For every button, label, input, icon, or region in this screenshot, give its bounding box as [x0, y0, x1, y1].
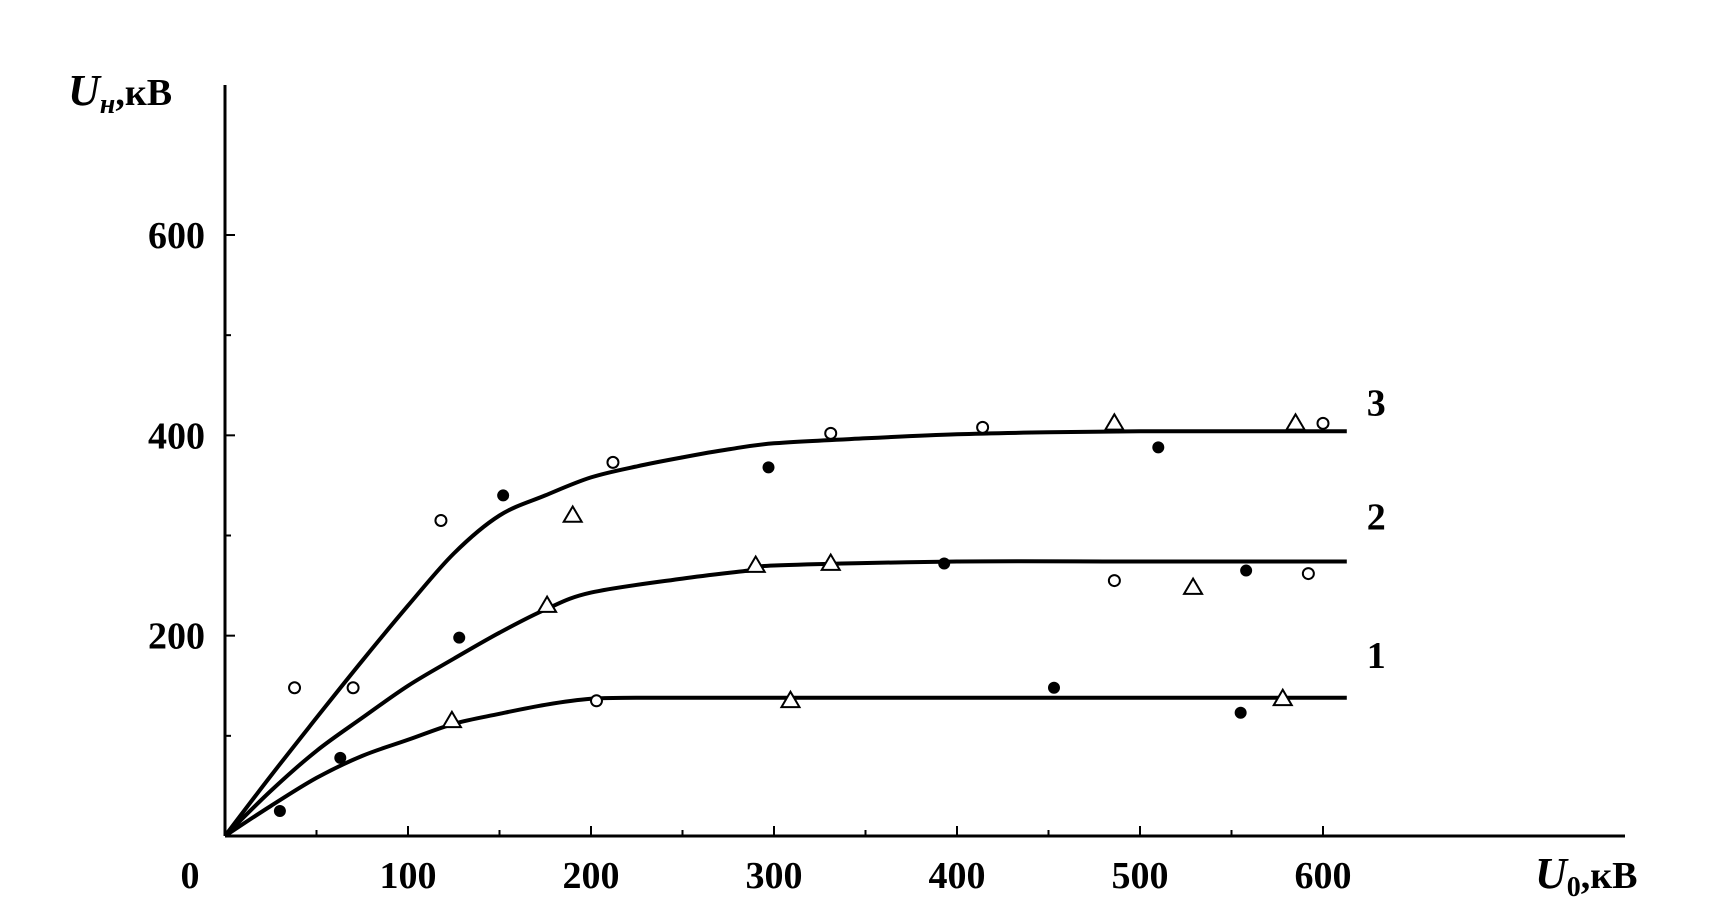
point-s1-3 [589, 694, 603, 708]
x-axis-label-symbol: U [1535, 849, 1569, 898]
curve-label-3: 3 [1367, 382, 1386, 424]
point-s3-12 [1316, 416, 1330, 430]
y-axis-label-subscript: н [100, 89, 116, 120]
point-s3-0 [288, 681, 302, 695]
point-s3-1 [346, 681, 360, 695]
y-tick-label-600: 600 [148, 215, 205, 257]
point-s3-5 [606, 455, 620, 469]
x-axis-label-unit: ,кВ [1581, 855, 1638, 897]
point-s2-1 [536, 594, 558, 613]
point-s3-3 [497, 489, 510, 502]
x-tick-label-100: 100 [380, 855, 437, 897]
point-s2-5 [1107, 574, 1121, 588]
point-s3-7 [824, 426, 838, 440]
point-s3-6 [762, 461, 775, 474]
point-s2-2 [744, 554, 767, 573]
point-s2-3 [819, 552, 842, 571]
point-s3-10 [1152, 441, 1165, 454]
point-s3-11 [1284, 412, 1307, 431]
curve-label-1: 1 [1367, 635, 1386, 677]
point-s1-7 [1271, 687, 1294, 707]
curves: 1 2 3 [223, 382, 1386, 838]
y-axis-label: Uн,кВ [68, 66, 172, 120]
y-tick-label-200: 200 [148, 616, 205, 658]
x-tick-label-600: 600 [1295, 855, 1352, 897]
curve-3 [223, 429, 1347, 838]
y-axis-label-symbol: U [68, 66, 102, 115]
point-s1-4 [779, 689, 802, 709]
point-s2-7 [1240, 564, 1253, 577]
point-s2-8 [1301, 567, 1315, 581]
origin-label: 0 [181, 855, 200, 897]
point-s3-2 [434, 513, 448, 527]
point-s2-0 [453, 631, 466, 644]
point-s1-1 [334, 751, 347, 764]
point-s1-5 [1047, 681, 1060, 694]
point-s1-6 [1234, 706, 1247, 719]
curve-2 [223, 559, 1347, 838]
curve-label-2: 2 [1367, 497, 1386, 539]
labels: 0 Uн,кВ U0,кВ [68, 66, 1638, 903]
axes [223, 85, 1625, 838]
x-tick-label-200: 200 [563, 855, 620, 897]
point-s2-6 [1182, 576, 1204, 595]
y-axis-label-unit: ,кВ [115, 72, 172, 114]
x-axis-label-subscript: 0 [1567, 872, 1581, 903]
point-s1-0 [273, 804, 286, 817]
y-tick-label-400: 400 [148, 415, 205, 457]
x-tick-label-400: 400 [929, 855, 986, 897]
x-tick-label-500: 500 [1112, 855, 1169, 897]
ticks: 100 200 300 400 500 600 200 400 600 [148, 215, 1352, 897]
x-tick-label-300: 300 [746, 855, 803, 897]
point-s1-2 [441, 709, 463, 729]
curve-1 [223, 695, 1347, 838]
x-axis-label: U0,кВ [1535, 849, 1638, 903]
point-s3-4 [561, 504, 584, 523]
point-s2-4 [938, 557, 951, 570]
point-s3-9 [1103, 412, 1126, 431]
point-s3-8 [976, 420, 990, 434]
points [273, 412, 1330, 817]
